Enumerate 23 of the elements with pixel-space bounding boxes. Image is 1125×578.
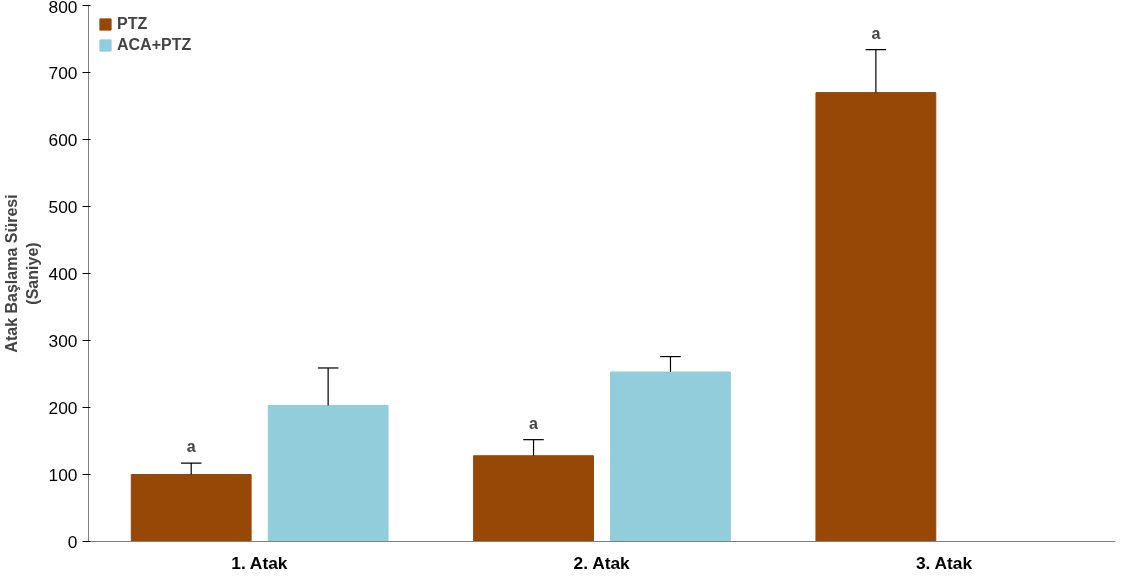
y-tick-label: 300 [48,330,78,351]
bar [815,92,937,542]
y-axis-title: Atak Başlama Süresi (Saniye) [3,194,41,353]
y-tick-label: 100 [48,464,78,485]
y-tick-label: 800 [48,0,78,17]
legend-label: ACA+PTZ [117,36,192,54]
bar [267,404,389,542]
y-tick-label: 600 [48,129,78,150]
bar [610,371,731,542]
x-tick-label: 1. Atak [231,552,288,573]
x-tick-label: 2. Atak [573,552,631,573]
bar [473,455,594,542]
y-tick-label: 700 [48,62,78,83]
y-tick-label: 200 [48,397,78,418]
bar [130,474,252,542]
y-tick-label: 400 [48,263,78,284]
legend-label: PTZ [117,15,148,33]
annotation: a [186,438,196,456]
x-tick-label: 3. Atak [915,552,973,573]
y-tick-label: 0 [67,531,78,552]
annotation: a [871,24,881,42]
y-tick-label: 500 [48,196,78,217]
annotation: a [529,414,539,432]
